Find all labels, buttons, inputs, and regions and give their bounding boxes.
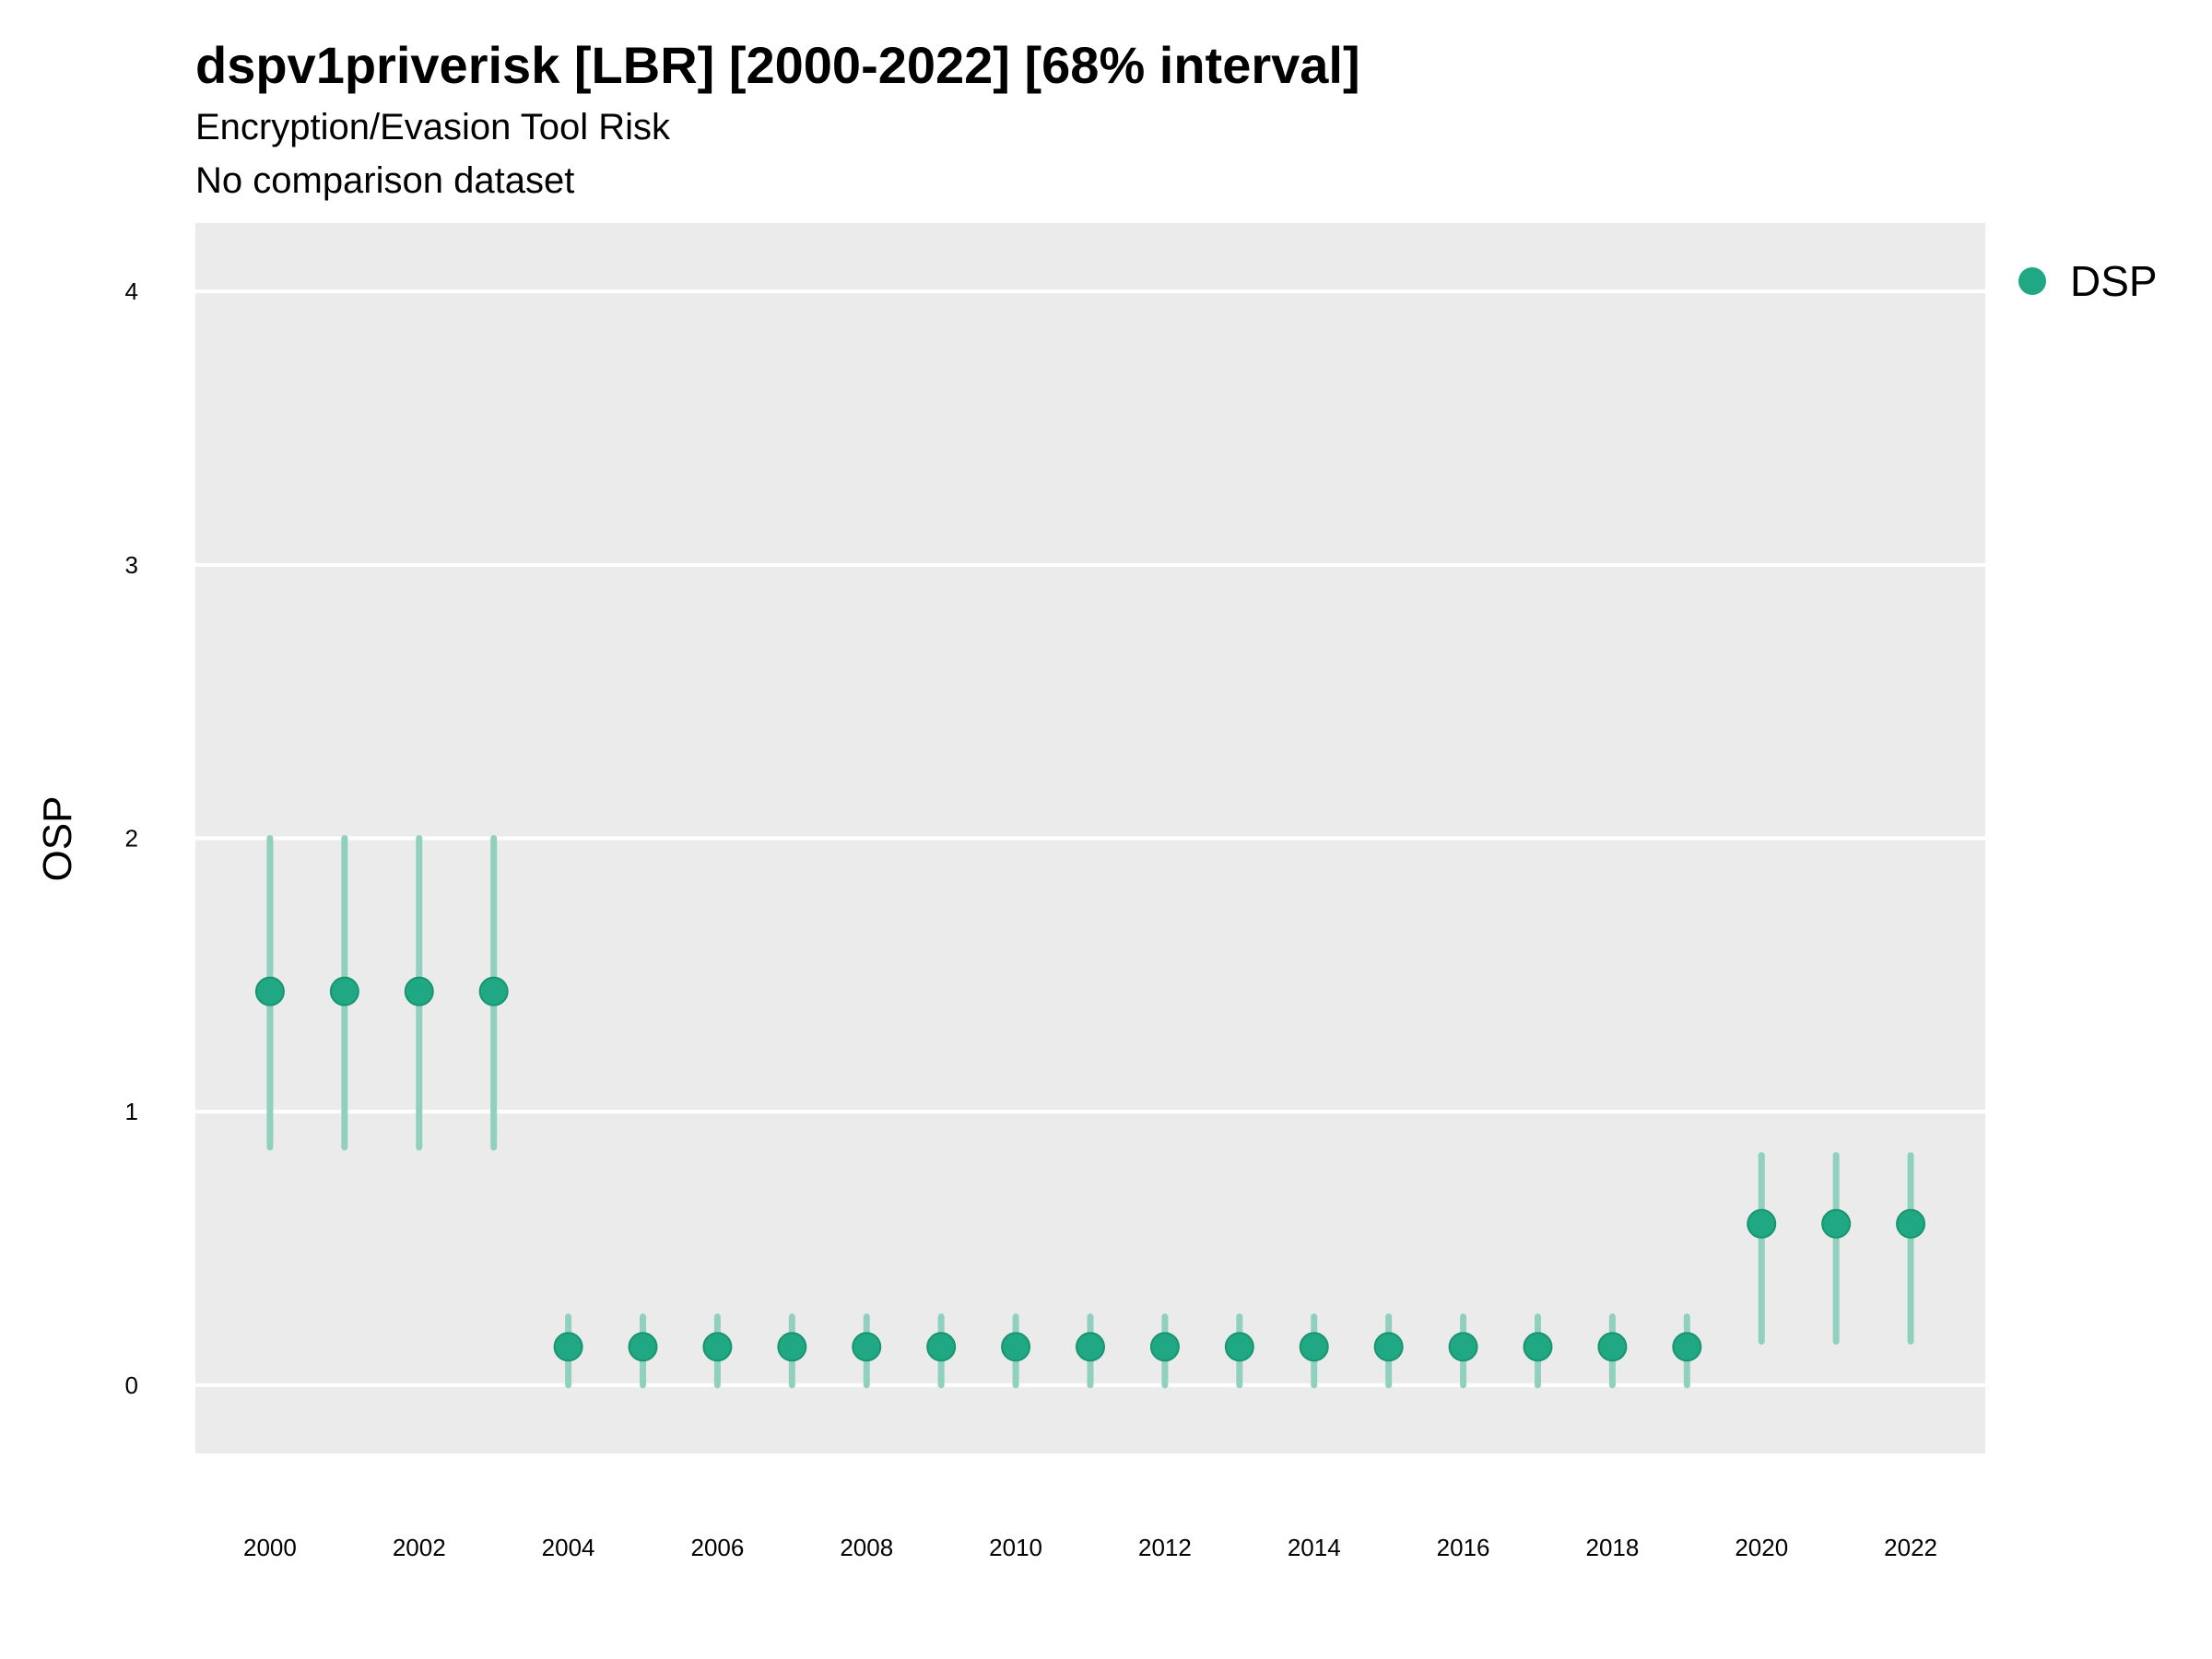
- x-tick-label: 2018: [1585, 1534, 1639, 1561]
- x-tick-label: 2004: [542, 1534, 595, 1561]
- data-point-2004: [553, 1332, 583, 1362]
- y-tick-label: 0: [125, 1371, 138, 1399]
- legend-key-dsp: [2018, 267, 2046, 295]
- x-tick-label: 2008: [840, 1534, 893, 1561]
- data-point-2022: [1896, 1208, 1926, 1239]
- chart-title: dspv1priverisk [LBR] [2000-2022] [68% in…: [195, 36, 1360, 94]
- data-point-2012: [1149, 1332, 1180, 1362]
- chart-caption: No comparison dataset: [195, 160, 575, 201]
- data-point-2021: [1821, 1208, 1852, 1239]
- data-point-2009: [926, 1332, 957, 1362]
- data-point-2007: [777, 1332, 807, 1362]
- data-point-2016: [1448, 1332, 1478, 1362]
- data-point-2008: [852, 1332, 882, 1362]
- x-tick-label: 2022: [1884, 1534, 1937, 1561]
- y-tick-label: 3: [125, 551, 138, 579]
- x-tick-label: 2020: [1735, 1534, 1788, 1561]
- data-point-2010: [1001, 1332, 1031, 1362]
- data-point-2011: [1076, 1332, 1105, 1362]
- data-point-2014: [1299, 1332, 1329, 1362]
- x-tick-label: 2002: [393, 1534, 446, 1561]
- data-point-2002: [404, 976, 434, 1006]
- data-point-2020: [1747, 1208, 1777, 1239]
- x-tick-label: 2012: [1138, 1534, 1192, 1561]
- data-point-2001: [329, 976, 359, 1006]
- data-point-2013: [1224, 1332, 1254, 1362]
- y-tick-label: 2: [125, 825, 138, 853]
- data-point-2003: [478, 976, 509, 1006]
- data-points: [254, 976, 1926, 1362]
- data-point-2005: [628, 1332, 658, 1362]
- y-axis-ticks: 0 1 2 3 4: [125, 277, 138, 1399]
- legend-label-dsp: DSP: [2070, 257, 2158, 305]
- legend: DSP: [2018, 256, 2158, 306]
- y-tick-label: 4: [125, 277, 138, 305]
- data-point-2017: [1523, 1332, 1553, 1362]
- data-point-2019: [1672, 1332, 1702, 1362]
- chart-subtitle: Encryption/Evasion Tool Risk: [195, 107, 671, 147]
- x-tick-label: 2014: [1288, 1534, 1341, 1561]
- x-tick-label: 2016: [1437, 1534, 1490, 1561]
- x-axis-ticks: 2000 2002 2004 2006 2008 2010 2012 2014 2016 2018…: [243, 1534, 1937, 1561]
- data-point-2018: [1597, 1332, 1628, 1362]
- y-tick-label: 1: [125, 1098, 138, 1125]
- data-point-2006: [702, 1332, 733, 1362]
- data-point-2000: [254, 976, 285, 1006]
- x-tick-label: 2010: [989, 1534, 1042, 1561]
- x-tick-label: 2000: [243, 1534, 297, 1561]
- x-tick-label: 2006: [690, 1534, 744, 1561]
- data-point-2015: [1373, 1332, 1404, 1362]
